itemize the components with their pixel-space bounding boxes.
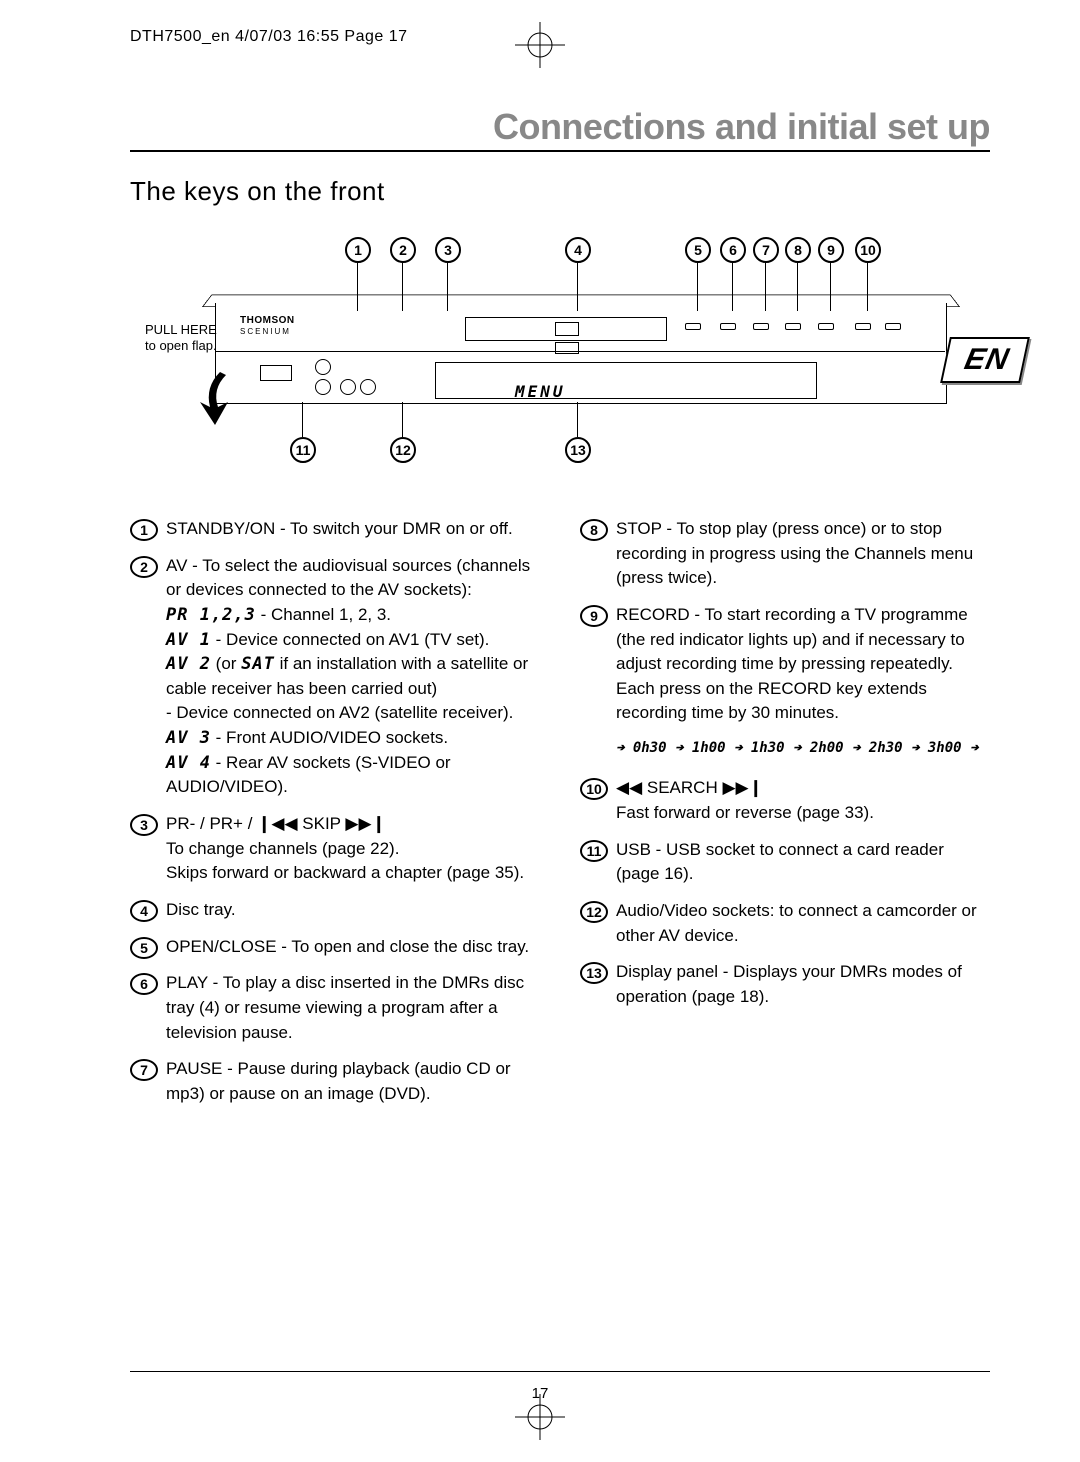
callout-8: 8 [785, 237, 811, 263]
key-item-8: 8 STOP - To stop play (press once) or to … [580, 517, 990, 591]
callout-7: 7 [753, 237, 779, 263]
key-item-1: 1 STANDBY/ON - To switch your DMR on or o… [130, 517, 540, 542]
display-menu-text: MENU [515, 382, 566, 401]
key-item-2: 2 AV - To select the audiovisual sources … [130, 554, 540, 800]
key-item-body: Audio/Video sockets: to connect a camcor… [616, 899, 990, 948]
pull-here-label: PULL HERE to open flap. [145, 322, 217, 353]
key-item-13: 13 Display panel - Displays your DMRs mod… [580, 960, 990, 1009]
key-item-number: 10 [580, 778, 608, 800]
key-item-body: Disc tray. [166, 898, 540, 923]
key-item-body: STOP - To stop play (press once) or to s… [616, 517, 990, 591]
title-rule [130, 150, 990, 152]
subbrand-label: SCENIUM [240, 327, 291, 336]
key-item-12: 12 Audio/Video sockets: to connect a camc… [580, 899, 990, 948]
key-item-number: 11 [580, 840, 608, 862]
key-item-6: 6 PLAY - To play a disc inserted in the D… [130, 971, 540, 1045]
callout-13: 13 [565, 437, 591, 463]
key-item-11: 11 USB - USB socket to connect a card rea… [580, 838, 990, 887]
key-item-7: 7 PAUSE - Pause during playback (audio CD… [130, 1057, 540, 1106]
key-item-number: 7 [130, 1059, 158, 1081]
key-item-5: 5 OPEN/CLOSE - To open and close the disc… [130, 935, 540, 960]
key-item-body: ◀◀ SEARCH ▶▶❙Fast forward or reverse (pa… [616, 776, 990, 825]
left-column: 1 STANDBY/ON - To switch your DMR on or o… [130, 517, 540, 1118]
callout-10: 10 [855, 237, 881, 263]
key-item-body: PAUSE - Pause during playback (audio CD … [166, 1057, 540, 1106]
callout-5: 5 [685, 237, 711, 263]
crop-mark-top [510, 20, 570, 70]
key-descriptions: 1 STANDBY/ON - To switch your DMR on or o… [130, 517, 990, 1118]
callout-9: 9 [818, 237, 844, 263]
key-item-body: RECORD - To start recording a TV program… [616, 603, 990, 726]
right-column: 8 STOP - To stop play (press once) or to … [580, 517, 990, 1118]
brand-label: THOMSON [240, 315, 295, 326]
key-item-number: 9 [580, 605, 608, 627]
callout-11: 11 [290, 437, 316, 463]
key-item-3: 3 PR- / PR+ / ❙◀◀ SKIP ▶▶❙To change chann… [130, 812, 540, 886]
key-item-number: 5 [130, 937, 158, 959]
key-item-number: 2 [130, 556, 158, 578]
record-timeline: ➔ 0h30 ➔ 1h00 ➔ 1h30 ➔ 2h00 ➔ 2h30 ➔ 3h0… [616, 738, 990, 758]
key-item-number: 6 [130, 973, 158, 995]
key-item-body: PLAY - To play a disc inserted in the DM… [166, 971, 540, 1045]
key-item-number: 4 [130, 900, 158, 922]
key-item-number: 3 [130, 814, 158, 836]
callout-4: 4 [565, 237, 591, 263]
section-title: Connections and initial set up [130, 106, 990, 148]
subsection-title: The keys on the front [130, 176, 990, 207]
key-item-body: OPEN/CLOSE - To open and close the disc … [166, 935, 540, 960]
key-item-9: 9 RECORD - To start recording a TV progra… [580, 603, 990, 726]
device-diagram: THOMSON SCENIUM PULL HERE to open flap. … [145, 227, 975, 477]
key-item-body: USB - USB socket to connect a card reade… [616, 838, 990, 887]
footer-rule [130, 1371, 990, 1372]
key-item-body: AV - To select the audiovisual sources (… [166, 554, 540, 800]
key-item-number: 12 [580, 901, 608, 923]
key-item-number: 8 [580, 519, 608, 541]
callout-12: 12 [390, 437, 416, 463]
crop-mark-bottom [510, 1392, 570, 1442]
key-item-10: 10 ◀◀ SEARCH ▶▶❙Fast forward or reverse (… [580, 776, 990, 825]
key-item-number: 13 [580, 962, 608, 984]
callout-3: 3 [435, 237, 461, 263]
key-item-number: 1 [130, 519, 158, 541]
key-item-4: 4 Disc tray. [130, 898, 540, 923]
key-item-body: Display panel - Displays your DMRs modes… [616, 960, 990, 1009]
print-header: DTH7500_en 4/07/03 16:55 Page 17 [130, 28, 408, 46]
callout-1: 1 [345, 237, 371, 263]
key-item-body: PR- / PR+ / ❙◀◀ SKIP ▶▶❙To change channe… [166, 812, 540, 886]
callout-6: 6 [720, 237, 746, 263]
callout-2: 2 [390, 237, 416, 263]
language-badge: EN [940, 337, 1029, 383]
key-item-body: STANDBY/ON - To switch your DMR on or of… [166, 517, 540, 542]
